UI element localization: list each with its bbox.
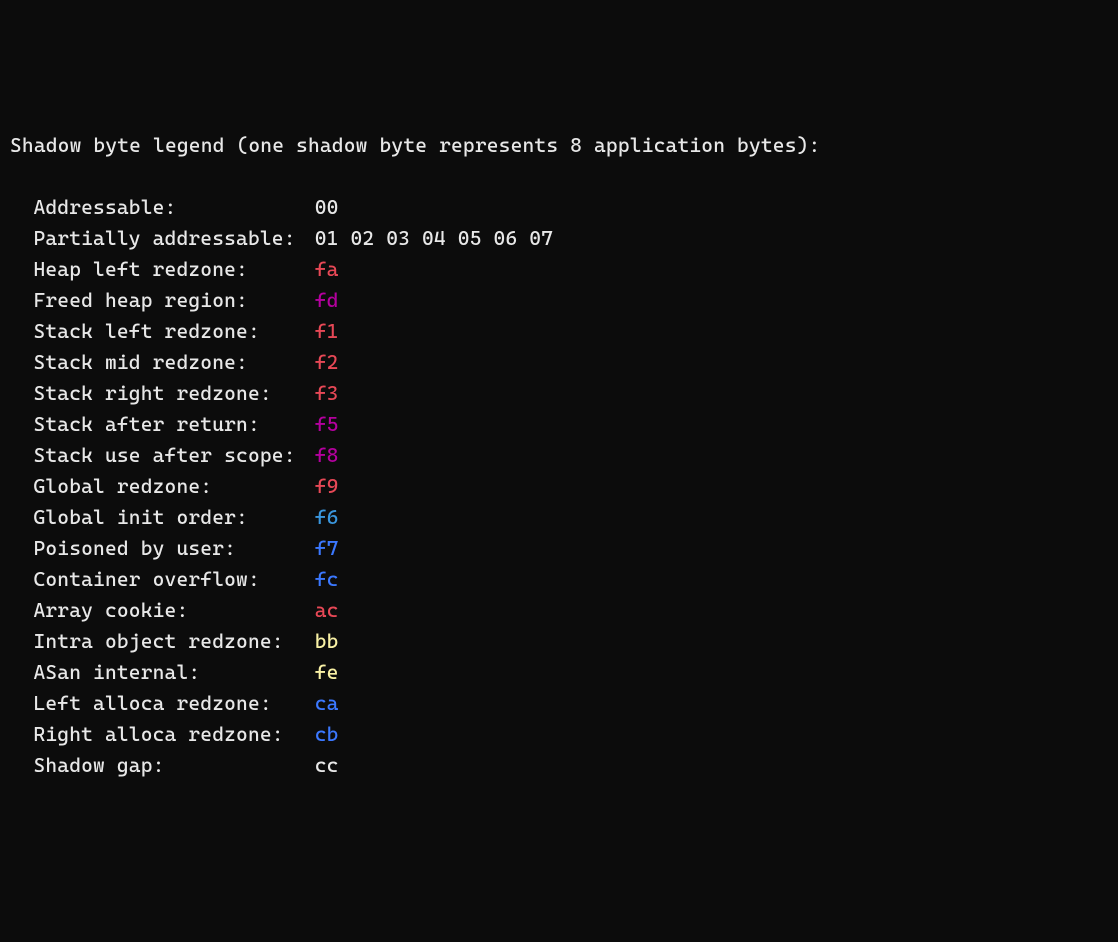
indent (10, 502, 33, 533)
legend-row: Intra object redzone:bb (10, 626, 1108, 657)
legend-value: f9 (315, 474, 339, 498)
indent (10, 750, 33, 781)
legend-row: Poisoned by user:f7 (10, 533, 1108, 564)
legend-label: Addressable: (33, 192, 314, 223)
legend-value: f8 (315, 443, 339, 467)
legend-value: 00 (315, 195, 339, 219)
indent (10, 471, 33, 502)
legend-rows: Addressable:00 Partially addressable:01 … (10, 192, 1108, 781)
legend-row: ASan internal:fe (10, 657, 1108, 688)
indent (10, 347, 33, 378)
legend-value: ca (315, 691, 339, 715)
legend-label: Container overflow: (33, 564, 314, 595)
legend-value: f1 (315, 319, 339, 343)
legend-value: fa (315, 257, 339, 281)
legend-label: ASan internal: (33, 657, 314, 688)
legend-label: Partially addressable: (33, 223, 314, 254)
legend-label: Stack right redzone: (33, 378, 314, 409)
legend-label: Poisoned by user: (33, 533, 314, 564)
legend-label: Right alloca redzone: (33, 719, 314, 750)
indent (10, 192, 33, 223)
legend-value: ac (315, 598, 339, 622)
indent (10, 657, 33, 688)
indent (10, 316, 33, 347)
legend-value: f2 (315, 350, 339, 374)
legend-value: cb (315, 722, 339, 746)
legend-value: f7 (315, 536, 339, 560)
legend-row: Heap left redzone:fa (10, 254, 1108, 285)
legend-label: Global init order: (33, 502, 314, 533)
indent (10, 378, 33, 409)
legend-row: Stack use after scope:f8 (10, 440, 1108, 471)
legend-label: Stack mid redzone: (33, 347, 314, 378)
legend-label: Freed heap region: (33, 285, 314, 316)
legend-row: Container overflow:fc (10, 564, 1108, 595)
legend-row: Global init order:f6 (10, 502, 1108, 533)
indent (10, 409, 33, 440)
indent (10, 285, 33, 316)
indent (10, 223, 33, 254)
indent (10, 626, 33, 657)
indent (10, 564, 33, 595)
legend-header: Shadow byte legend (one shadow byte repr… (10, 130, 1108, 161)
legend-label: Shadow gap: (33, 750, 314, 781)
legend-label: Stack after return: (33, 409, 314, 440)
legend-value: cc (315, 753, 339, 777)
legend-label: Heap left redzone: (33, 254, 314, 285)
legend-row: Stack right redzone:f3 (10, 378, 1108, 409)
legend-row: Stack mid redzone:f2 (10, 347, 1108, 378)
legend-row: Array cookie:ac (10, 595, 1108, 626)
legend-label: Left alloca redzone: (33, 688, 314, 719)
indent (10, 533, 33, 564)
legend-row: Left alloca redzone:ca (10, 688, 1108, 719)
indent (10, 719, 33, 750)
legend-row: Stack left redzone:f1 (10, 316, 1108, 347)
legend-row: Stack after return:f5 (10, 409, 1108, 440)
legend-value: bb (315, 629, 339, 653)
legend-label: Stack use after scope: (33, 440, 314, 471)
legend-row: Global redzone:f9 (10, 471, 1108, 502)
legend-value: fd (315, 288, 339, 312)
legend-label: Array cookie: (33, 595, 314, 626)
legend-value: fe (315, 660, 339, 684)
legend-row: Right alloca redzone:cb (10, 719, 1108, 750)
legend-row: Partially addressable:01 02 03 04 05 06 … (10, 223, 1108, 254)
legend-label: Global redzone: (33, 471, 314, 502)
indent (10, 595, 33, 626)
legend-value: fc (315, 567, 339, 591)
legend-value: 01 02 03 04 05 06 07 (315, 226, 553, 250)
legend-row: Freed heap region:fd (10, 285, 1108, 316)
legend-row: Addressable:00 (10, 192, 1108, 223)
indent (10, 440, 33, 471)
indent (10, 254, 33, 285)
indent (10, 688, 33, 719)
legend-value: f5 (315, 412, 339, 436)
legend-row: Shadow gap:cc (10, 750, 1108, 781)
legend-label: Intra object redzone: (33, 626, 314, 657)
legend-value: f6 (315, 505, 339, 529)
legend-value: f3 (315, 381, 339, 405)
legend-label: Stack left redzone: (33, 316, 314, 347)
